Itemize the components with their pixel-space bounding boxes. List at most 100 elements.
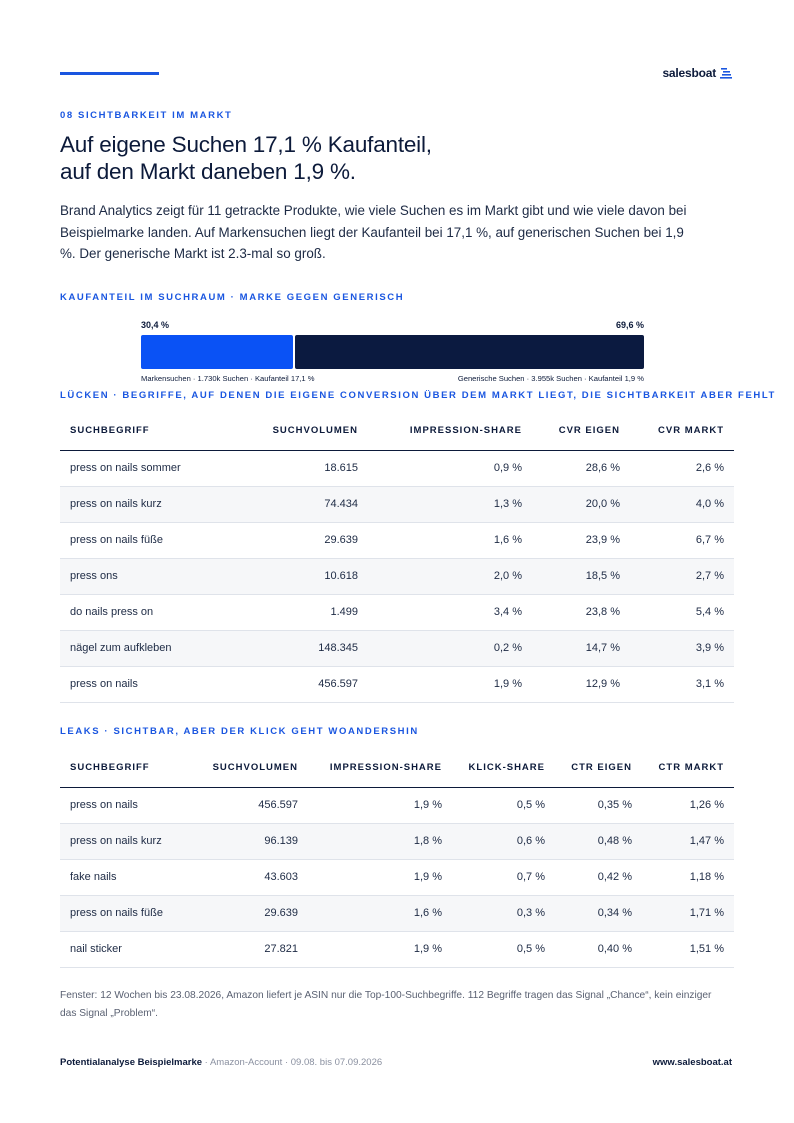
table-cell-value: 1,9 % xyxy=(308,859,452,896)
intro-paragraph: Brand Analytics zeigt für 11 getrackte P… xyxy=(60,203,687,261)
brand-logo: salesboat xyxy=(662,66,732,80)
leaks-table-label: LEAKS · SICHTBAR, ABER DER KLICK GEHT WO… xyxy=(60,726,419,737)
table-cell-value: 0,3 % xyxy=(452,895,555,932)
table-cell-term: press on nails xyxy=(60,787,200,824)
table-row: press on nails kurz 96.139 1,8 % 0,6 % 0,48 … xyxy=(60,823,734,860)
table-cell-value: 1,6 % xyxy=(308,895,452,932)
table-cell-value: 1,6 % xyxy=(368,522,532,559)
col-header-suchvolumen: SUCHVOLUMEN xyxy=(250,412,368,451)
table-cell-value: 1,47 % xyxy=(642,823,734,860)
generic-share-caption: Generische Suchen · 3.955k Suchen · Kauf… xyxy=(457,374,644,383)
table-row: press on nails 456.597 1,9 % 12,9 % 3,1 % xyxy=(60,666,734,703)
footer-url: www.salesboat.at xyxy=(652,1057,732,1068)
share-split-bar: 30,4 % 69,6 % Markensuchen · 1.730k Such… xyxy=(141,320,644,386)
table-row: press on nails kurz 74.434 1,3 % 20,0 % 4,0 … xyxy=(60,486,734,523)
table-cell-value: 0,35 % xyxy=(555,787,642,824)
leaks-table-header: SUCHBEGRIFF SUCHVOLUMEN IMPRESSION-SHARE… xyxy=(60,749,734,788)
gaps-table-label: LÜCKEN · BEGRIFFE, AUF DENEN DIE EIGENE … xyxy=(60,390,776,401)
table-cell-value: 1,3 % xyxy=(368,486,532,523)
table-cell-value: 6,7 % xyxy=(630,522,734,559)
table-cell-value: 18,5 % xyxy=(532,558,630,595)
table-cell-value: 0,5 % xyxy=(452,787,555,824)
table-cell-value: 1.499 xyxy=(250,594,368,631)
stacked-lines-icon xyxy=(720,68,732,79)
table-cell-value: 1,26 % xyxy=(642,787,734,824)
col-header-suchbegriff: SUCHBEGRIFF xyxy=(60,749,200,788)
table-cell-value: 1,9 % xyxy=(308,931,452,968)
leaks-table: SUCHBEGRIFF SUCHVOLUMEN IMPRESSION-SHARE… xyxy=(60,749,734,968)
table-cell-term: press on nails sommer xyxy=(60,450,250,487)
gaps-table: SUCHBEGRIFF SUCHVOLUMEN IMPRESSION-SHARE… xyxy=(60,412,734,703)
table-row: do nails press on 1.499 3,4 % 23,8 % 5,4 % xyxy=(60,594,734,631)
table-cell-term: press on nails füße xyxy=(60,522,250,559)
brand-share-percent: 30,4 % xyxy=(141,320,170,330)
table-cell-term: fake nails xyxy=(60,859,200,896)
footnote: Fenster: 12 Wochen bis 23.08.2026, Amazo… xyxy=(60,990,712,1019)
table-cell-value: 29.639 xyxy=(200,895,308,932)
col-header-impression-share: IMPRESSION-SHARE xyxy=(308,749,452,788)
table-cell-value: 28,6 % xyxy=(532,450,630,487)
table-cell-value: 3,9 % xyxy=(630,630,734,667)
col-header-ctr-eigen: CTR EIGEN xyxy=(555,749,642,788)
table-cell-value: 0,42 % xyxy=(555,859,642,896)
table-row: nägel zum aufkleben 148.345 0,2 % 14,7 % 3,9… xyxy=(60,630,734,667)
table-cell-term: nail sticker xyxy=(60,931,200,968)
col-header-cvr-eigen: CVR EIGEN xyxy=(532,412,630,451)
table-cell-value: 0,6 % xyxy=(452,823,555,860)
table-cell-value: 1,51 % xyxy=(642,931,734,968)
table-cell-value: 27.821 xyxy=(200,931,308,968)
table-cell-value: 43.603 xyxy=(200,859,308,896)
table-cell-value: 96.139 xyxy=(200,823,308,860)
col-header-impression-share: IMPRESSION-SHARE xyxy=(368,412,532,451)
table-cell-value: 3,4 % xyxy=(368,594,532,631)
table-row: press on nails füße 29.639 1,6 % 23,9 % 6,7 … xyxy=(60,522,734,559)
table-cell-value: 1,8 % xyxy=(308,823,452,860)
top-accent-rule xyxy=(60,72,159,75)
table-cell-value: 0,7 % xyxy=(452,859,555,896)
table-row: press on nails füße 29.639 1,6 % 0,3 % 0,34 … xyxy=(60,895,734,932)
table-cell-value: 74.434 xyxy=(250,486,368,523)
col-header-cvr-markt: CVR MARKT xyxy=(630,412,734,451)
table-cell-value: 456.597 xyxy=(250,666,368,703)
table-cell-value: 0,2 % xyxy=(368,630,532,667)
table-cell-term: press on nails kurz xyxy=(60,823,200,860)
table-cell-value: 23,9 % xyxy=(532,522,630,559)
table-cell-value: 29.639 xyxy=(250,522,368,559)
table-cell-term: press ons xyxy=(60,558,250,595)
generic-share-percent: 69,6 % xyxy=(615,320,644,330)
table-cell-value: 2,6 % xyxy=(630,450,734,487)
table-cell-value: 20,0 % xyxy=(532,486,630,523)
table-cell-value: 12,9 % xyxy=(532,666,630,703)
table-cell-term: press on nails xyxy=(60,666,250,703)
headline-line-2: auf den Markt daneben 1,9 %. xyxy=(60,159,356,184)
footer-document-info: Potentialanalyse Beispielmarke · Amazon-… xyxy=(60,1057,382,1068)
col-header-ctr-markt: CTR MARKT xyxy=(642,749,734,788)
table-cell-value: 1,18 % xyxy=(642,859,734,896)
table-cell-value: 1,9 % xyxy=(368,666,532,703)
section-label: 08 SICHTBARKEIT IM MARKT xyxy=(60,110,233,121)
table-row: press on nails sommer 18.615 0,9 % 28,6 % 2,… xyxy=(60,450,734,487)
table-cell-value: 2,0 % xyxy=(368,558,532,595)
table-cell-value: 5,4 % xyxy=(630,594,734,631)
table-cell-value: 10.618 xyxy=(250,558,368,595)
split-chart-label: KAUFANTEIL IM SUCHRAUM · MARKE GEGEN GEN… xyxy=(60,292,405,303)
table-cell-value: 14,7 % xyxy=(532,630,630,667)
col-header-suchbegriff: SUCHBEGRIFF xyxy=(60,412,250,451)
col-header-suchvolumen: SUCHVOLUMEN xyxy=(200,749,308,788)
generic-share-bar xyxy=(295,335,644,369)
table-cell-value: 3,1 % xyxy=(630,666,734,703)
table-cell-value: 18.615 xyxy=(250,450,368,487)
col-header-klick-share: KLICK-SHARE xyxy=(452,749,555,788)
table-cell-term: do nails press on xyxy=(60,594,250,631)
table-cell-term: press on nails kurz xyxy=(60,486,250,523)
footer-meta: · Amazon-Account · 09.08. bis 07.09.2026 xyxy=(202,1057,383,1068)
table-cell-value: 2,7 % xyxy=(630,558,734,595)
table-cell-value: 0,5 % xyxy=(452,931,555,968)
table-cell-value: 1,9 % xyxy=(308,787,452,824)
headline-line-1: Auf eigene Suchen 17,1 % Kaufanteil, xyxy=(60,132,432,157)
table-cell-value: 148.345 xyxy=(250,630,368,667)
table-cell-term: nägel zum aufkleben xyxy=(60,630,250,667)
table-cell-value: 0,34 % xyxy=(555,895,642,932)
table-row: fake nails 43.603 1,9 % 0,7 % 0,42 % 1,18 % xyxy=(60,859,734,896)
table-cell-value: 0,40 % xyxy=(555,931,642,968)
